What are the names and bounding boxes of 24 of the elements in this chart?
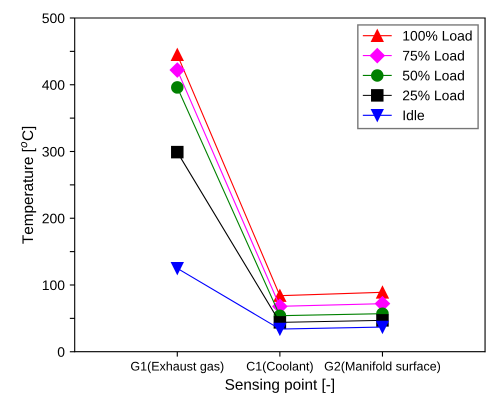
y-tick-label: 300 <box>42 146 64 157</box>
point <box>171 146 184 158</box>
legend-label: 25% Load <box>402 90 464 100</box>
point <box>376 286 389 299</box>
x-tick-label: G1(Exhaust gas) <box>131 361 224 374</box>
point <box>170 62 185 78</box>
point <box>171 81 184 94</box>
y-tick-label: 200 <box>42 214 64 224</box>
x-tick-label: G2(Manifold surface) <box>324 361 440 374</box>
y-axis-title: Temperature [$^{o}$C] <box>21 126 36 244</box>
point <box>376 320 389 334</box>
point <box>171 48 184 61</box>
point <box>171 262 184 275</box>
y-tick-label: 500 <box>42 13 64 24</box>
y-tick-label: 100 <box>42 280 64 290</box>
legend-label: 100% Load <box>403 30 472 41</box>
legend-label: 50% Load <box>402 70 464 80</box>
x-axis-title: Sensing point [-] <box>225 378 334 393</box>
legend-label: 75% Load <box>402 50 464 61</box>
legend-label: Idle <box>404 110 424 120</box>
x-tick-label: C1(Coolant) <box>246 361 313 374</box>
point <box>274 322 286 336</box>
y-tick-label: 0 <box>58 347 64 357</box>
y-tick-label: 400 <box>42 80 64 90</box>
